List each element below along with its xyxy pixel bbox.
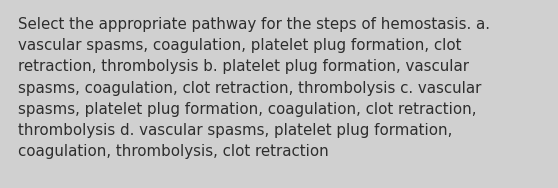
Text: Select the appropriate pathway for the steps of hemostasis. a.
vascular spasms, : Select the appropriate pathway for the s…	[18, 17, 490, 159]
